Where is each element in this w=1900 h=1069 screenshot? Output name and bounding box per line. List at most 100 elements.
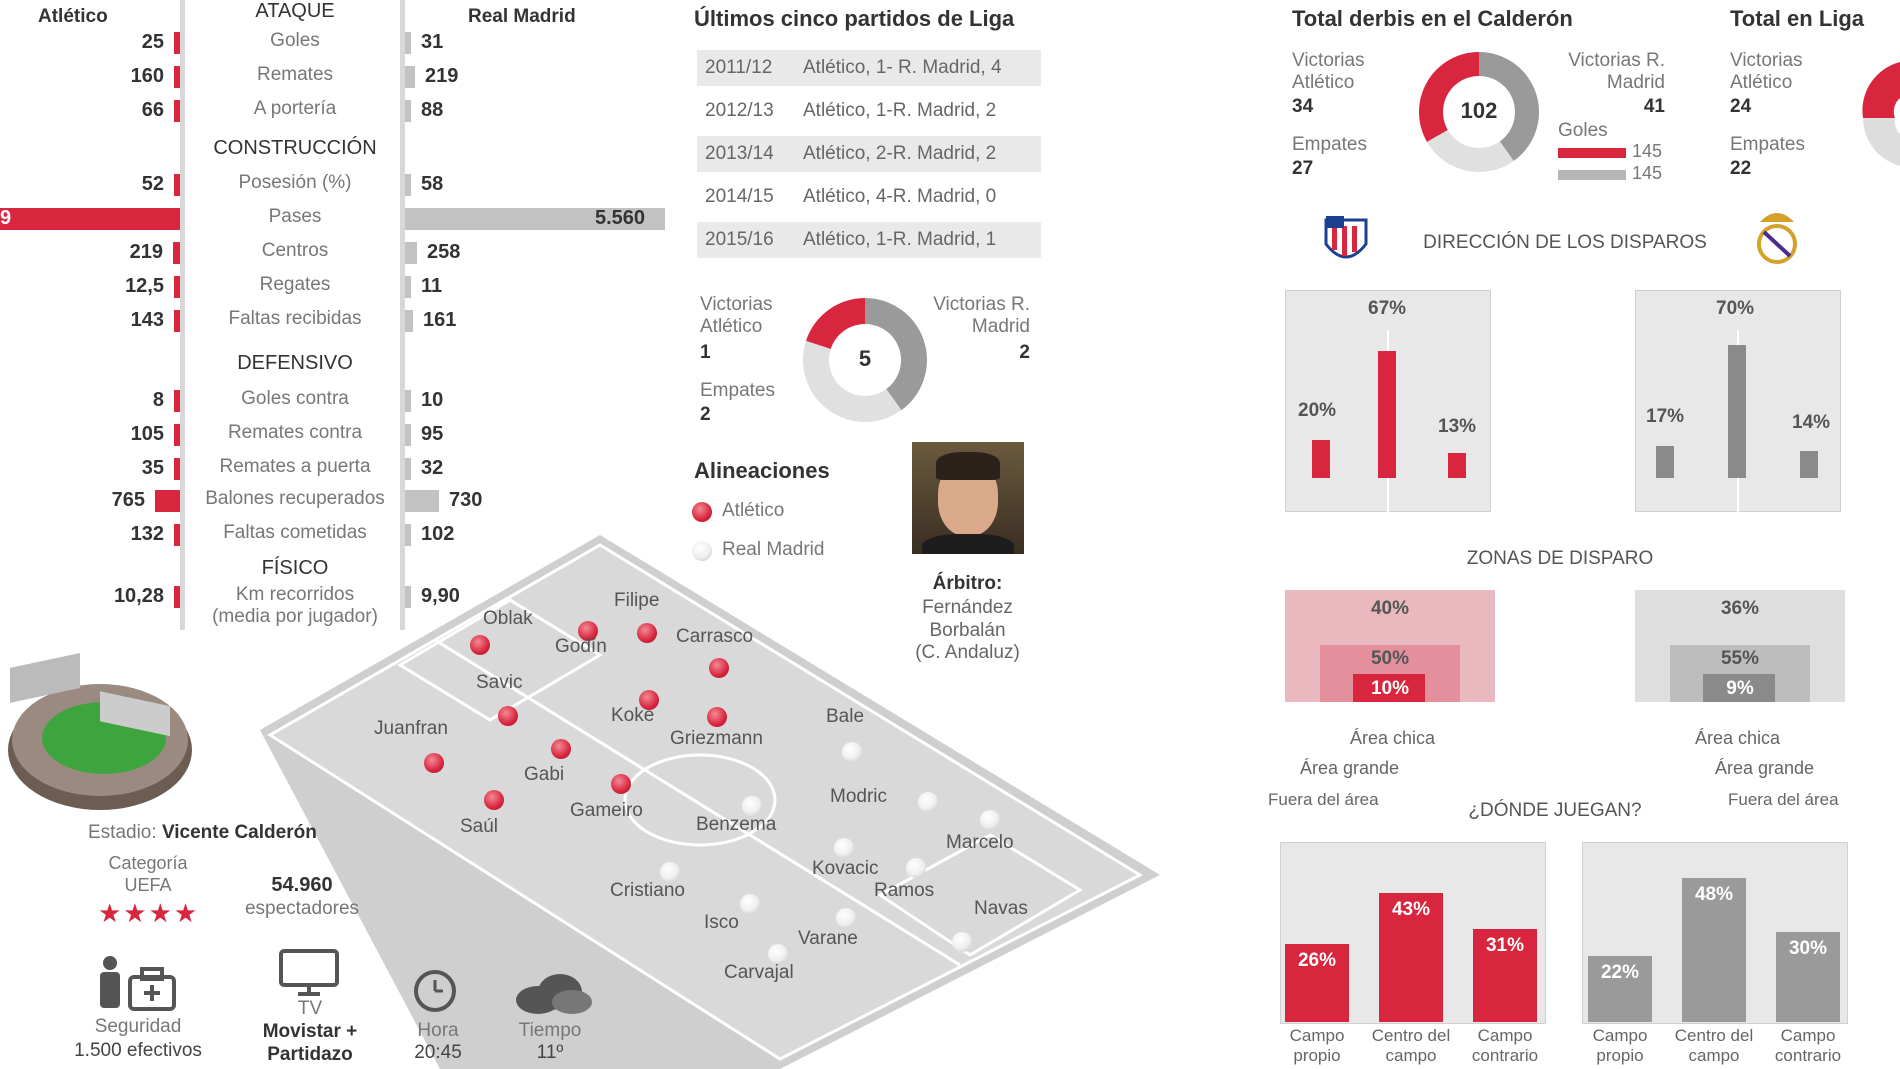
match-season: 2012/13	[705, 100, 774, 121]
stat-label: Remates	[256, 64, 334, 85]
rm-play-bar	[1682, 878, 1746, 1022]
stat-bar-right	[405, 424, 411, 446]
legend-rm-marker	[692, 541, 712, 561]
stat-value-left: 10,28	[113, 585, 164, 607]
rm-zone-outer-pct: 36%	[1720, 598, 1760, 619]
donut-rm-label: Victorias R. Madrid	[933, 294, 1030, 337]
stadium-line: Estadio: Vicente Calderón	[88, 822, 317, 844]
rm-shot-bar-right	[1800, 451, 1818, 478]
stat-bar-left	[174, 66, 180, 88]
rm-player-name: Bale	[826, 706, 865, 727]
stat-value-right: 10	[421, 389, 444, 411]
stat-bar-left	[155, 490, 180, 512]
atl-player-marker	[484, 790, 504, 810]
rm-player-marker	[660, 862, 680, 882]
weather-label: Tiempo	[518, 1020, 582, 1041]
donut-atl-value: 1	[700, 342, 711, 363]
rm-player-marker	[742, 796, 762, 816]
referee-photo	[912, 442, 1024, 554]
derbies-draws-value: 27	[1292, 158, 1314, 179]
stat-label: Remates a puerta	[219, 456, 371, 477]
rm-play-category: Campo propio	[1592, 1026, 1648, 1065]
rm-player-marker	[842, 742, 862, 762]
stat-value-left: 12,5	[125, 275, 164, 297]
stat-bar-right	[405, 524, 411, 546]
rm-player-marker	[952, 932, 972, 952]
stat-value-left: 765	[111, 489, 145, 511]
match-row: 2011/12 Atlético, 1- R. Madrid, 4	[697, 50, 1041, 86]
rm-play-category: Centro del campo	[1674, 1026, 1754, 1065]
match-result: Atlético, 1- R. Madrid, 4	[803, 57, 1002, 78]
atl-player-marker	[424, 753, 444, 773]
stat-value-right: 258	[427, 241, 461, 263]
rm-shot-bar-left	[1656, 446, 1674, 478]
league-atl-label: Victorias Atlético	[1730, 50, 1803, 93]
stat-label: Remates contra	[227, 422, 363, 443]
atl-area-chica-label: Área chica	[1350, 728, 1436, 748]
atl-player-marker	[709, 658, 729, 678]
legend-atl-label: Atlético	[722, 500, 785, 521]
donut-rm-value: 2	[1019, 342, 1030, 363]
donut-atl-label: Victorias Atlético	[700, 294, 773, 337]
stadium-icon	[8, 652, 192, 810]
atl-play-bar	[1379, 893, 1443, 1022]
atl-play-bar-value: 43%	[1391, 899, 1431, 920]
zones-title: ZONAS DE DISPARO	[1466, 548, 1654, 569]
stat-bar-right	[405, 66, 415, 88]
section-attack: ATAQUE	[255, 0, 335, 22]
stats-right-team: Real Madrid	[468, 6, 576, 27]
stat-label: Faltas cometidas	[223, 522, 367, 543]
derbies-rm-value: 41	[1643, 96, 1665, 117]
rm-player-name: Carvajal	[724, 962, 794, 983]
rm-fuera-label: Fuera del área	[1728, 790, 1839, 809]
stat-bar-left	[0, 208, 180, 230]
atl-player-name: Juanfran	[374, 718, 448, 739]
match-row: 2014/15 Atlético, 4-R. Madrid, 0	[697, 179, 1041, 215]
stat-bar-right	[405, 310, 413, 332]
referee-label: Árbitro:	[932, 573, 1003, 594]
league-draws-label: Empates	[1730, 134, 1805, 155]
stat-value-right: 11	[421, 275, 443, 297]
rm-shot-center-pct: 70%	[1716, 298, 1755, 319]
stat-label-sub: (media por jugador)	[212, 606, 378, 627]
time-value: 20:45	[414, 1042, 462, 1063]
legend-atl-marker	[692, 502, 712, 522]
stat-label: Goles	[270, 30, 320, 51]
atl-shot-bar-left	[1312, 440, 1330, 478]
security-value: 1.500 efectivos	[74, 1040, 202, 1061]
match-season: 2014/15	[705, 186, 774, 207]
stat-bar-right	[405, 100, 411, 122]
atl-shot-bar-right	[1448, 453, 1466, 478]
section-physical: FÍSICO	[261, 557, 329, 579]
rm-player-marker	[834, 838, 854, 858]
derbies-title: Total derbis en el Calderón	[1292, 6, 1573, 31]
capacity-value: 54.960	[271, 874, 333, 896]
tv-label: TV	[297, 998, 323, 1019]
stat-bar-left	[174, 524, 180, 546]
rm-player-name: Cristiano	[610, 880, 685, 901]
category-stars: ★★★★	[98, 898, 200, 928]
stat-bar-right	[405, 276, 411, 298]
capacity-label: espectadores	[244, 898, 360, 919]
rm-player-marker	[740, 894, 760, 914]
section-defense: DEFENSIVO	[237, 352, 353, 374]
rm-player-name: Marcelo	[946, 832, 1014, 853]
stat-bar-left	[174, 276, 180, 298]
stat-value-left: 143	[130, 309, 164, 331]
atl-player-marker	[498, 706, 518, 726]
cloud-icon	[516, 974, 592, 1014]
shots-title: DIRECCIÓN DE LOS DISPAROS	[1423, 232, 1707, 253]
match-row: 2015/16 Atlético, 1-R. Madrid, 1	[697, 222, 1041, 258]
stat-bar-left	[174, 100, 180, 122]
match-season: 2011/12	[705, 57, 773, 78]
stat-bar-left	[174, 458, 180, 480]
rm-play-bar	[1776, 932, 1840, 1022]
rm-area-chica-label: Área chica	[1695, 728, 1781, 748]
match-result: Atlético, 1-R. Madrid, 2	[803, 100, 997, 121]
stat-value-left: 105	[130, 423, 164, 445]
atl-player-marker	[637, 623, 657, 643]
atl-player-marker	[578, 621, 598, 641]
stat-label: Pases	[268, 206, 322, 227]
rm-shot-right-pct: 14%	[1792, 412, 1831, 433]
stat-value-left: 160	[130, 65, 164, 87]
